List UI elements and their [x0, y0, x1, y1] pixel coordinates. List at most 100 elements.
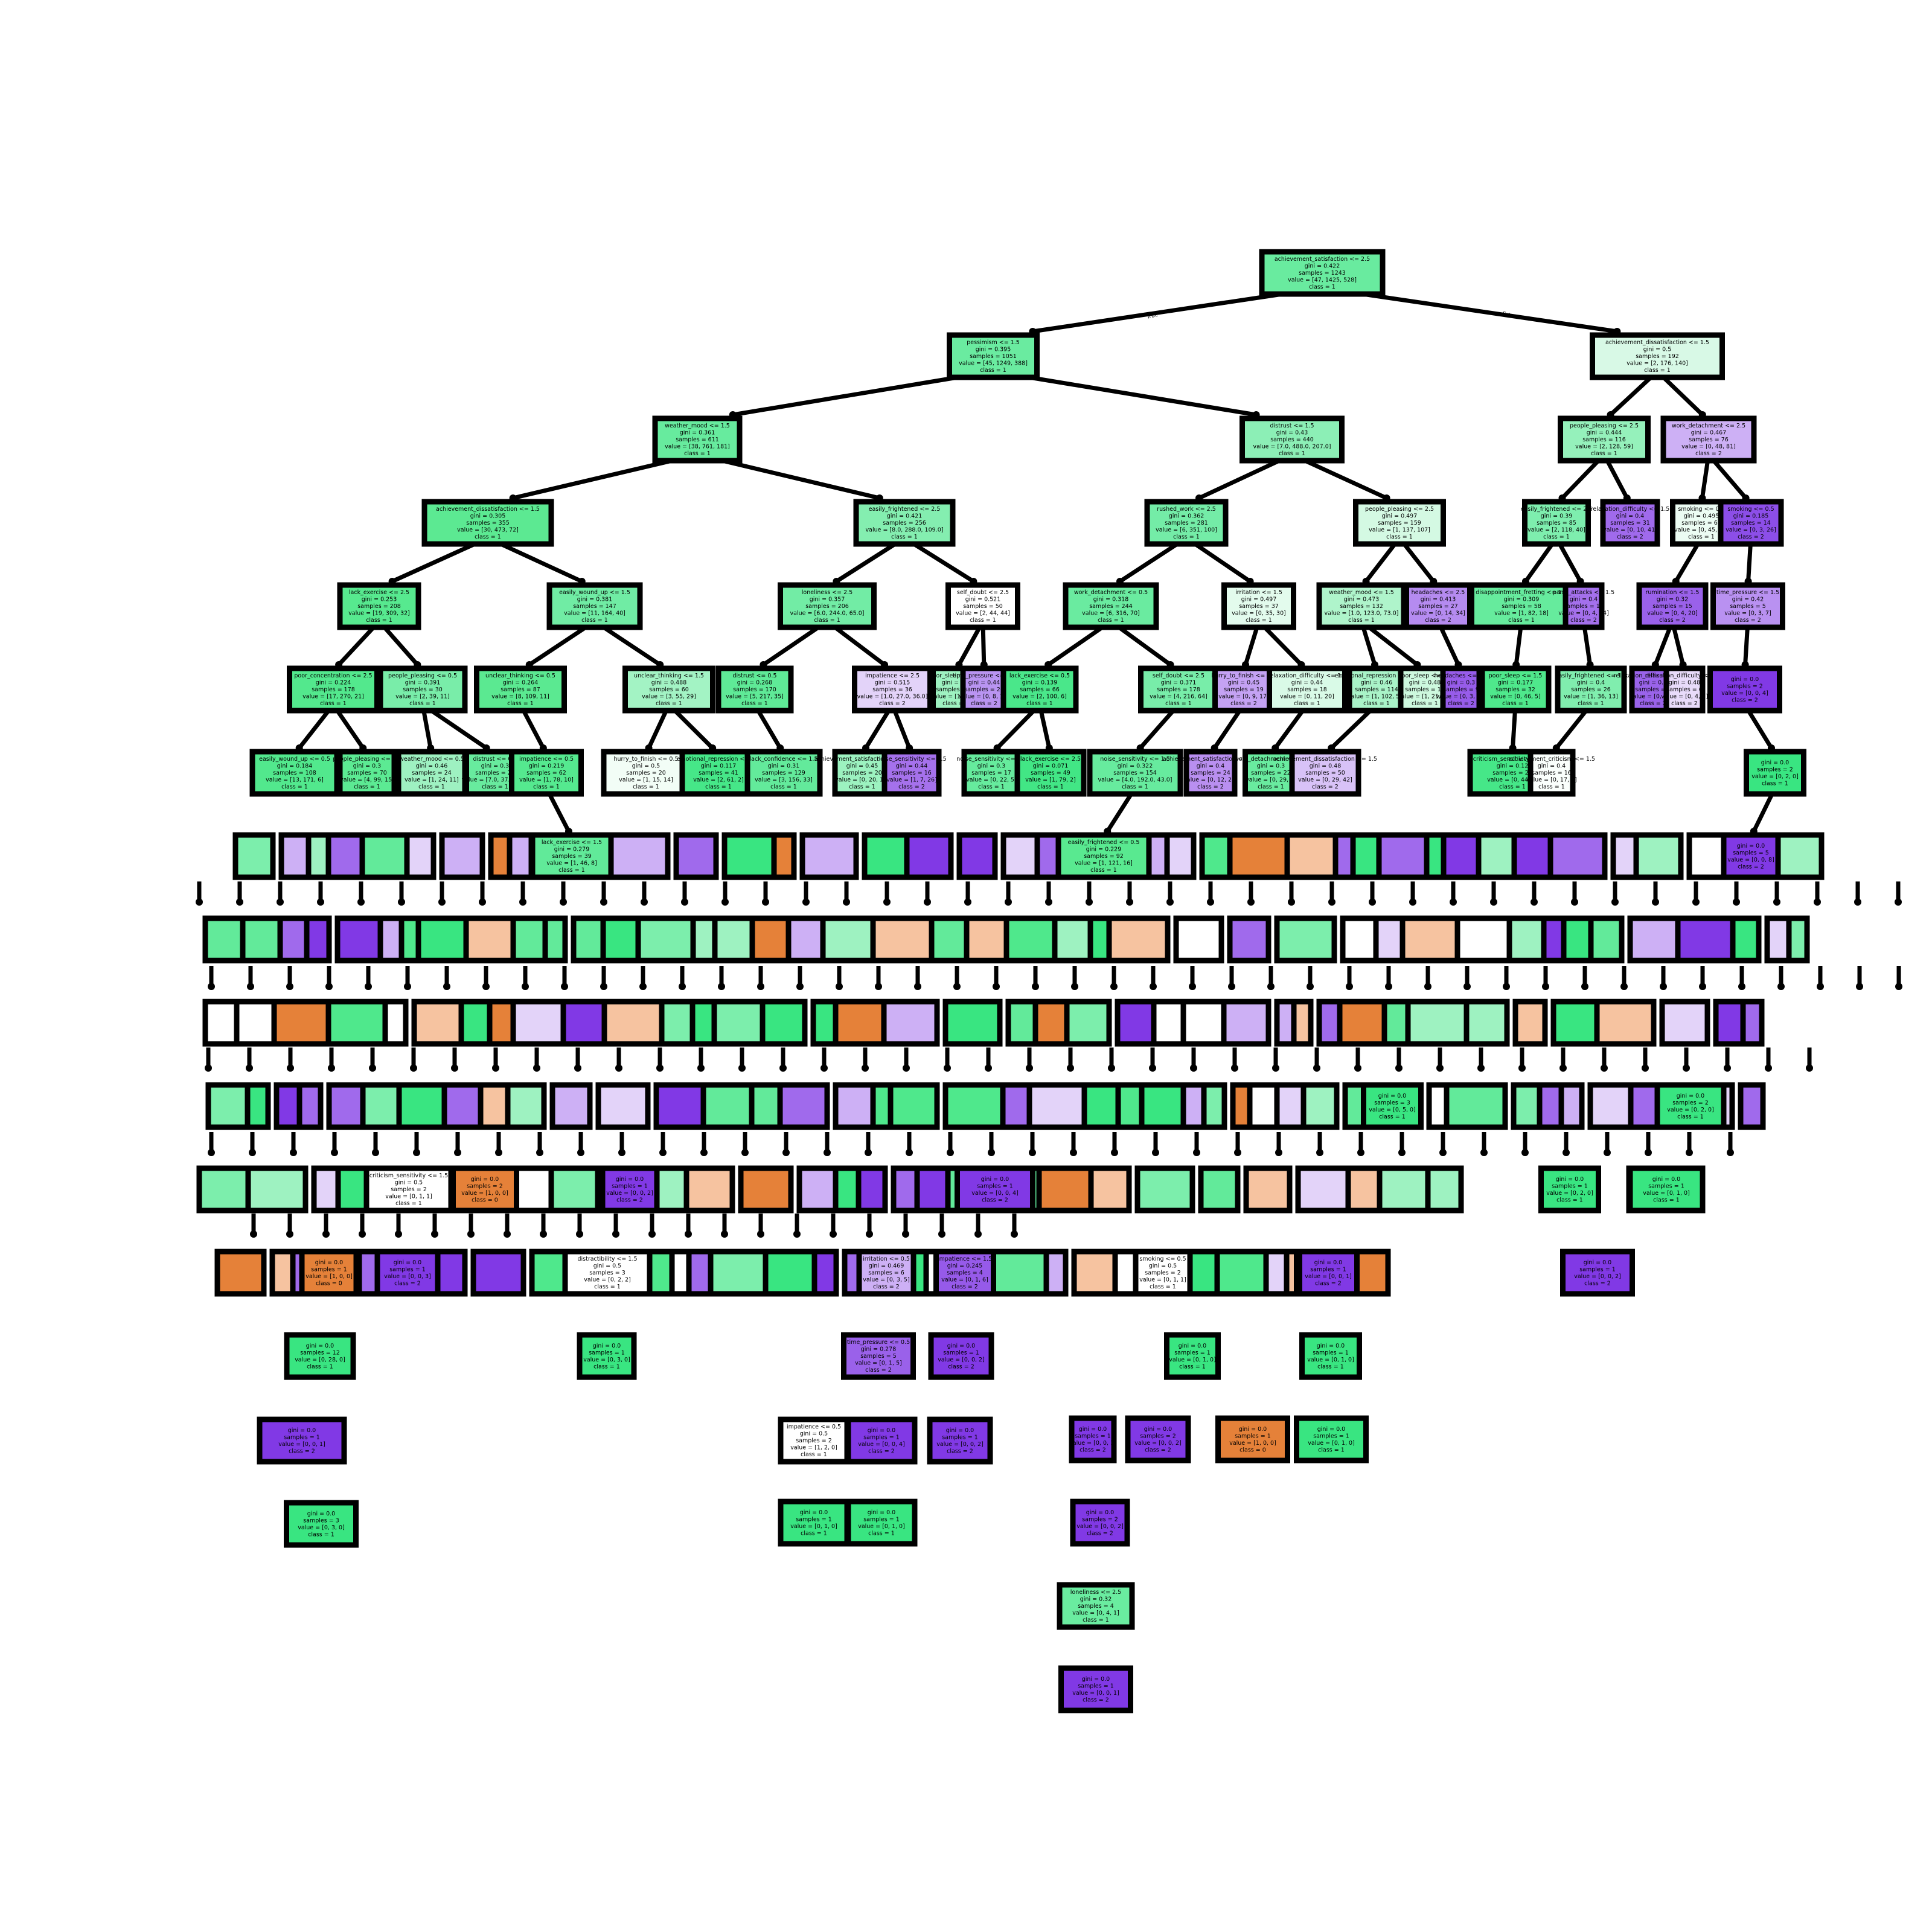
edge-dense-2-head [277, 898, 284, 906]
edge-dense-17-head [883, 898, 891, 906]
node-line: value = [2, 128, 59] [1575, 444, 1633, 450]
node-line: class = 1 [1543, 534, 1570, 540]
node-line: gini = 0.5 [800, 1431, 828, 1438]
dense-node-1-31 [1399, 915, 1460, 964]
edge-n6-n13 [1700, 460, 1710, 499]
node-line: value = [0, 3, 0] [583, 1357, 630, 1363]
node-line: time_pressure <= 0.5 [847, 1339, 910, 1346]
node-box [1144, 499, 1229, 547]
node-box [509, 749, 584, 797]
dense-node-1-41 [1786, 915, 1810, 964]
dense-node-0-28 [1350, 832, 1382, 880]
node-line: gini = 0.0 [1378, 1093, 1406, 1099]
dense-node-3-23 [1115, 1082, 1145, 1130]
node-line: class = 2 [1671, 700, 1698, 707]
dense-node-4-14 [833, 1165, 862, 1214]
edge-n36-n59 [1139, 709, 1175, 750]
edge-dense-61-head [875, 983, 882, 990]
edge-dense-60-head [836, 983, 843, 990]
node-line: class = 1 [1318, 1447, 1345, 1453]
dense-node-0-23 [1164, 832, 1197, 880]
edge-dense-50-head [443, 983, 450, 990]
node-line: samples = 1 [863, 1516, 900, 1523]
node-line: smoking <= 0.5 [1727, 506, 1774, 513]
edge-n46-n65 [1747, 709, 1773, 749]
node-line: gini = 0.0 [1731, 676, 1759, 683]
node-line: gini = 0.0 [981, 1176, 1009, 1183]
edge-n9-n19 [1119, 542, 1179, 583]
node-line: value = [0, 3, 7] [1724, 610, 1771, 617]
dense-node-0-36 [1633, 832, 1684, 880]
dense-node-1-3 [304, 915, 332, 964]
dense-node-3-14 [749, 1082, 783, 1130]
edge-dense-124-head [1683, 1064, 1690, 1072]
node-line: samples = 3 [589, 1270, 625, 1276]
node-line: value = [0, 0, 1] [1305, 1273, 1352, 1280]
node-line: value = [0, 1, 0] [790, 1523, 837, 1530]
node-line: class = 2 [1738, 863, 1764, 870]
node-line: value = [1, 15, 14] [619, 777, 673, 784]
node-line: impatience <= 0.5 [787, 1424, 841, 1430]
edge-dense-14-head [762, 898, 769, 906]
edge-dense-174-head [540, 1230, 547, 1238]
edge-dense-58-head [757, 983, 764, 990]
node-box [961, 749, 1022, 797]
node-line: samples = 1 [389, 1266, 426, 1273]
edge-dense-49-head [404, 983, 411, 990]
node-line: class = 1 [1508, 617, 1535, 624]
node-line: value = [0, 2, 0] [1546, 1190, 1593, 1197]
node-line: class = 1 [801, 1530, 827, 1537]
node-box [284, 1332, 356, 1380]
node-line: value = [4, 216, 64] [1150, 694, 1208, 700]
edge-n25-n45 [1672, 627, 1685, 665]
edge-n10-n21 [1364, 542, 1397, 583]
node-line: value = [0, 0, 8] [1727, 857, 1774, 863]
node-box [450, 1165, 519, 1214]
dense-node-2-17 [881, 999, 940, 1047]
node-line: class = 1 [395, 1200, 422, 1207]
node-box [853, 499, 956, 547]
node-line: gini = 0.184 [277, 763, 313, 770]
node-line: samples = 1 [942, 1434, 978, 1441]
dense-node-2-15 [810, 999, 839, 1047]
node-line: samples = 10 [1564, 603, 1604, 610]
edge-n8-n17 [835, 542, 897, 583]
dense-node-2-20 [1032, 999, 1070, 1047]
node-line: samples = 1 [1174, 1349, 1211, 1356]
edge-dense-91-head [328, 1064, 335, 1072]
edge-dense-55-head [639, 983, 647, 990]
node-line: gini = 0.31 [768, 763, 799, 770]
edge-dense-163-head [1645, 1149, 1652, 1156]
edge-n27-n48 [335, 709, 365, 749]
node-box [1267, 665, 1348, 714]
edge-dense-123-head [1642, 1064, 1649, 1072]
node-line: class = 1 [1644, 367, 1671, 374]
dense-node-1-24 [1087, 915, 1112, 964]
dense-node-3-37 [1558, 1082, 1585, 1130]
node-line: value = [0, 44, 3] [1487, 777, 1538, 784]
edge-n9-n20 [1194, 542, 1252, 583]
edge-dense-22-head [1086, 898, 1093, 906]
node-line: samples = 62 [526, 770, 566, 776]
node-line: hurry_to_finish <= 1.5 [1211, 673, 1276, 679]
edge-dense-109-head [1067, 1064, 1074, 1072]
node-line: lack_exercise <= 2.5 [1020, 756, 1081, 763]
dense-node-2-7 [487, 999, 516, 1047]
edge-dense-128-head [208, 1149, 215, 1156]
node-line: samples = 6 [1666, 686, 1703, 693]
node-line: class = 1 [533, 784, 560, 790]
edge-n35-n58 [1038, 710, 1052, 749]
dense-node-3-12 [653, 1082, 706, 1130]
node-line: value = [8.0, 288.0, 109.0] [866, 527, 944, 534]
edge-dense-86-head [1856, 983, 1863, 990]
edge-dense-119-head [1477, 1064, 1485, 1072]
node-line: gini = 0.0 [315, 1259, 343, 1266]
